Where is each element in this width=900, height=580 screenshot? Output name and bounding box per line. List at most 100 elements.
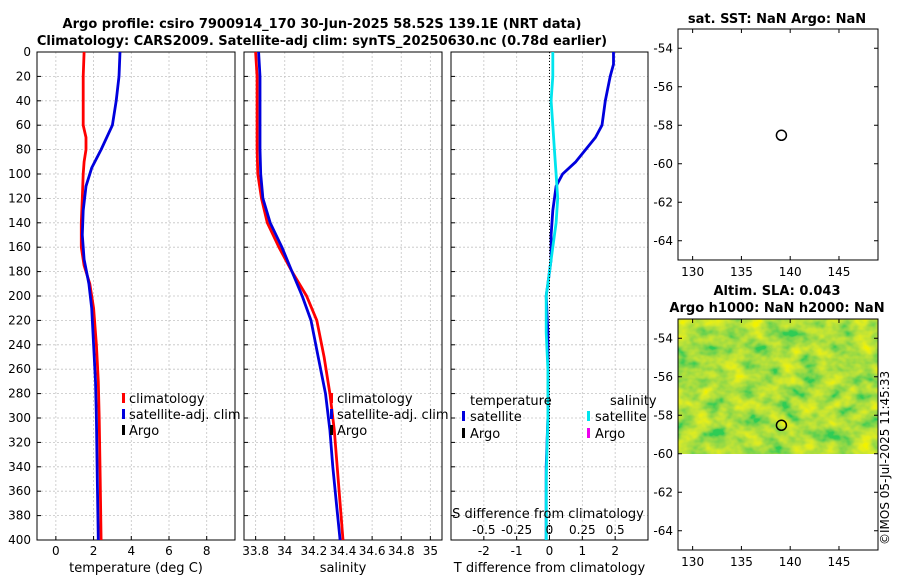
y-tick-label: 380 xyxy=(8,509,31,523)
y-tick-label: 300 xyxy=(8,411,31,425)
top-tick-label: -0.5 xyxy=(472,523,495,537)
y-tick-label: 180 xyxy=(8,265,31,279)
y-tick-label: 40 xyxy=(16,94,31,108)
y-tick-label: 240 xyxy=(8,338,31,352)
x-tick-label: 34.4 xyxy=(330,544,357,558)
legend-swatch xyxy=(587,411,590,421)
x-tick-label: 140 xyxy=(779,265,802,279)
top-tick-label: 0.5 xyxy=(606,523,625,537)
series-line-satellite-adj-clim xyxy=(257,51,342,541)
y-tick-label: -60 xyxy=(653,447,673,461)
argo-location-marker xyxy=(775,129,788,142)
series-line-salinity-satellite xyxy=(544,52,560,540)
x-tick-label: 135 xyxy=(730,265,753,279)
difference-panel: -2 -1 0 1 2 T difference from climatology S di… xyxy=(450,51,657,576)
legend-swatch xyxy=(330,393,333,403)
legend-swatch xyxy=(462,428,465,438)
sla-map-title-line2: Argo h1000: NaN h2000: NaN xyxy=(669,301,884,316)
sla-map-title-line1: Altim. SLA: 0.043 xyxy=(714,284,841,299)
sst-map-title: sat. SST: NaN Argo: NaN xyxy=(688,12,866,27)
legend-label: Argo xyxy=(129,424,159,439)
x-axis-label: temperature (deg C) xyxy=(69,561,203,576)
figure-title-line2: Climatology: CARS2009. Satellite-adj cli… xyxy=(37,34,607,49)
legend-swatch xyxy=(122,425,125,435)
x-tick-label: 145 xyxy=(828,265,851,279)
x-tick-label: 130 xyxy=(681,555,704,569)
x-tick-label: 6 xyxy=(165,544,173,558)
x-tick-label: -1 xyxy=(511,544,523,558)
x-tick-label: 2 xyxy=(611,544,619,558)
top-axis-label: S difference from climatology xyxy=(452,507,644,522)
legend-swatch xyxy=(330,409,333,419)
y-tick-label: -56 xyxy=(653,80,673,94)
salinity-panel: 33.8 34 34.2 34.4 34.6 34.8 35 salinity climatol… xyxy=(242,51,449,576)
y-tick-label: 100 xyxy=(8,167,31,181)
x-tick-label: 8 xyxy=(203,544,211,558)
temperature-panel: 0204060801001201401601802002202402602803… xyxy=(8,45,241,576)
y-tick-label: 60 xyxy=(16,118,31,132)
legend-label: Argo xyxy=(337,424,367,439)
y-tick-label: -54 xyxy=(653,331,673,345)
imos-credit: ©IMOS 05-Jul-2025 11:45:33 xyxy=(878,371,892,545)
y-tick-label: -56 xyxy=(653,370,673,384)
x-tick-label: 35 xyxy=(423,544,438,558)
y-tick-label: 280 xyxy=(8,387,31,401)
legend-swatch xyxy=(587,428,590,438)
y-tick-label: 0 xyxy=(23,45,31,59)
x-tick-label: 0 xyxy=(546,544,554,558)
y-tick-label: 80 xyxy=(16,143,31,157)
series-line-satellite-adj-clim xyxy=(80,51,122,541)
x-tick-label: 0 xyxy=(52,544,60,558)
x-tick-label: 34.8 xyxy=(388,544,415,558)
y-tick-label: -62 xyxy=(653,485,673,499)
legend-label: satellite xyxy=(595,410,647,425)
x-tick-label: 1 xyxy=(579,544,587,558)
top-tick-label: 0.25 xyxy=(569,523,596,537)
y-tick-label: -58 xyxy=(653,118,673,132)
y-tick-label: -58 xyxy=(653,408,673,422)
legend-label: satellite-adj. clim xyxy=(129,408,241,423)
x-tick-label: 145 xyxy=(828,555,851,569)
map-frame xyxy=(677,318,879,551)
y-tick-label: 320 xyxy=(8,435,31,449)
y-tick-label: 400 xyxy=(8,533,31,547)
x-tick-label: 130 xyxy=(681,265,704,279)
legend-label: satellite xyxy=(470,410,522,425)
sst-map-panel: -54 -56 -58 -60 -62 -64 130 135 140 145 xyxy=(653,28,879,279)
x-tick-label: 34.2 xyxy=(301,544,328,558)
series-line-climatology xyxy=(79,51,103,541)
x-tick-label: 33.8 xyxy=(242,544,269,558)
legend-swatch xyxy=(122,393,125,403)
map-frame xyxy=(677,28,879,261)
x-axis-label: T difference from climatology xyxy=(453,561,646,576)
top-tick-label: 0 xyxy=(546,523,554,537)
y-tick-label: 200 xyxy=(8,289,31,303)
x-tick-label: 135 xyxy=(730,555,753,569)
legend-swatch xyxy=(330,425,333,435)
y-tick-label: 120 xyxy=(8,191,31,205)
y-tick-label: -64 xyxy=(653,234,673,248)
legend-title-salinity: salinity xyxy=(610,394,657,409)
legend-label: Argo xyxy=(470,427,500,442)
sla-heatmap-field xyxy=(678,319,878,454)
legend-title-temperature: temperature xyxy=(470,394,552,409)
legend-swatch xyxy=(462,411,465,421)
x-tick-label: 4 xyxy=(127,544,135,558)
legend-label: climatology xyxy=(129,392,205,407)
legend-label: satellite-adj. clim xyxy=(337,408,449,423)
y-tick-label: -62 xyxy=(653,195,673,209)
top-tick-label: -0.25 xyxy=(501,523,532,537)
y-tick-label: 220 xyxy=(8,313,31,327)
y-tick-label: -60 xyxy=(653,157,673,171)
x-axis-label: salinity xyxy=(320,561,367,576)
y-tick-label: 340 xyxy=(8,460,31,474)
x-tick-label: 2 xyxy=(90,544,98,558)
legend-label: climatology xyxy=(337,392,413,407)
x-tick-label: 140 xyxy=(779,555,802,569)
y-tick-label: 160 xyxy=(8,240,31,254)
legend-label: Argo xyxy=(595,427,625,442)
argo-location-marker xyxy=(775,419,788,432)
y-tick-label: 360 xyxy=(8,484,31,498)
figure-title-line1: Argo profile: csiro 7900914_170 30-Jun-2… xyxy=(63,17,582,32)
